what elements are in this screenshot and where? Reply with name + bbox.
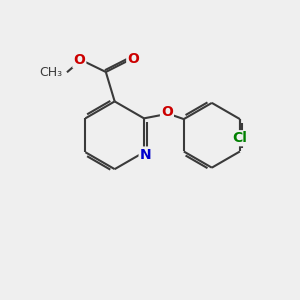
Text: N: N — [140, 148, 151, 162]
Text: Cl: Cl — [232, 131, 247, 145]
Text: O: O — [74, 53, 85, 67]
Text: O: O — [161, 105, 173, 119]
Text: O: O — [127, 52, 139, 66]
Text: CH₃: CH₃ — [39, 66, 63, 80]
